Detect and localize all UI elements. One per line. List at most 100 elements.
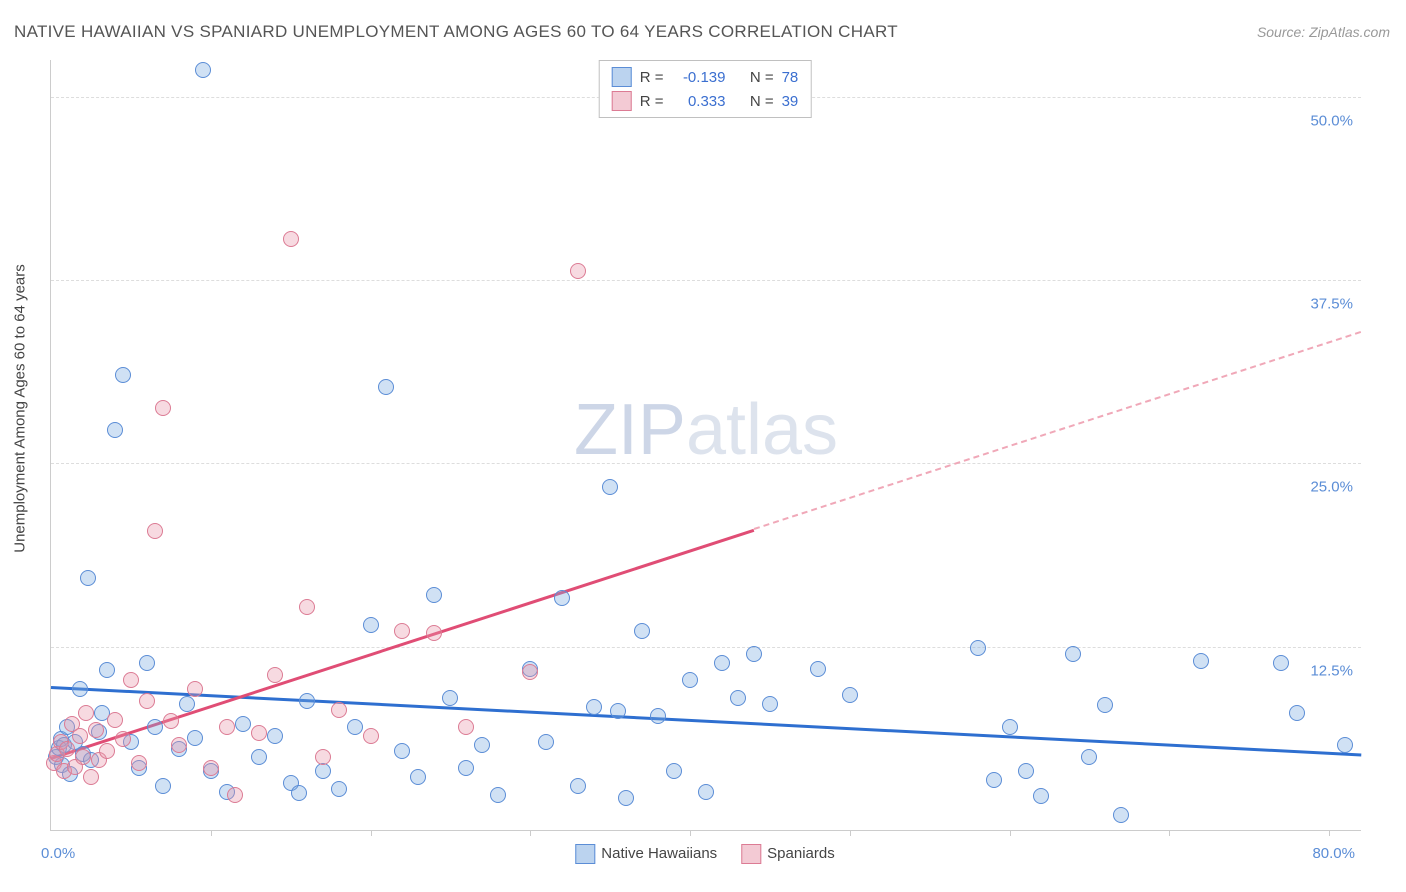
data-point [522, 664, 538, 680]
plot-region: ZIPatlas 12.5%25.0%37.5%50.0%0.0%80.0% [50, 60, 1361, 831]
data-point [139, 655, 155, 671]
data-point [83, 769, 99, 785]
legend-series: Native Hawaiians Spaniards [575, 844, 834, 864]
trend-line-pink-dash [754, 331, 1362, 530]
data-point [179, 696, 195, 712]
data-point [283, 231, 299, 247]
data-point [219, 719, 235, 735]
data-point [394, 623, 410, 639]
watermark-atlas: atlas [686, 389, 838, 471]
legend-r-value: -0.139 [671, 69, 725, 86]
legend-row: R = 0.333 N = 39 [612, 89, 799, 113]
legend-row: R =-0.139 N = 78 [612, 65, 799, 89]
data-point [474, 737, 490, 753]
legend-swatch [612, 91, 632, 111]
x-tick [371, 830, 372, 836]
x-tick [1169, 830, 1170, 836]
data-point [650, 708, 666, 724]
data-point [394, 743, 410, 759]
data-point [78, 705, 94, 721]
data-point [410, 769, 426, 785]
data-point [746, 646, 762, 662]
data-point [107, 712, 123, 728]
data-point [986, 772, 1002, 788]
data-point [730, 690, 746, 706]
data-point [634, 623, 650, 639]
data-point [235, 716, 251, 732]
data-point [131, 755, 147, 771]
data-point [698, 784, 714, 800]
y-tick-label: 37.5% [1310, 296, 1353, 313]
data-point [115, 367, 131, 383]
data-point [714, 655, 730, 671]
legend-n-label: N = [750, 69, 774, 86]
data-point [72, 681, 88, 697]
legend-item: Spaniards [741, 844, 835, 864]
data-point [1113, 807, 1129, 823]
x-tick [850, 830, 851, 836]
source-label: Source: ZipAtlas.com [1257, 24, 1390, 40]
data-point [163, 713, 179, 729]
legend-label: Spaniards [767, 845, 835, 862]
data-point [203, 760, 219, 776]
data-point [1081, 749, 1097, 765]
legend-n-value: 39 [782, 93, 799, 110]
legend-item: Native Hawaiians [575, 844, 717, 864]
data-point [315, 763, 331, 779]
data-point [363, 617, 379, 633]
legend-label: Native Hawaiians [601, 845, 717, 862]
data-point [99, 662, 115, 678]
legend-swatch [612, 67, 632, 87]
data-point [1193, 653, 1209, 669]
data-point [1273, 655, 1289, 671]
data-point [75, 749, 91, 765]
data-point [554, 590, 570, 606]
x-tick [1010, 830, 1011, 836]
data-point [682, 672, 698, 688]
x-max-label: 80.0% [1312, 845, 1355, 862]
data-point [538, 734, 554, 750]
y-tick-label: 12.5% [1310, 662, 1353, 679]
data-point [187, 681, 203, 697]
data-point [363, 728, 379, 744]
data-point [1337, 737, 1353, 753]
data-point [1289, 705, 1305, 721]
x-tick [530, 830, 531, 836]
data-point [195, 62, 211, 78]
data-point [1018, 763, 1034, 779]
data-point [842, 687, 858, 703]
legend-r-label: R = [640, 93, 664, 110]
gridline [51, 647, 1361, 648]
y-axis-label: Unemployment Among Ages 60 to 64 years [12, 264, 29, 553]
watermark-zip: ZIP [574, 389, 686, 471]
data-point [970, 640, 986, 656]
data-point [570, 778, 586, 794]
data-point [155, 400, 171, 416]
data-point [88, 722, 104, 738]
gridline [51, 463, 1361, 464]
legend-n-label: N = [750, 93, 774, 110]
data-point [115, 731, 131, 747]
data-point [666, 763, 682, 779]
legend-r-label: R = [640, 69, 664, 86]
data-point [147, 523, 163, 539]
x-tick [690, 830, 691, 836]
data-point [139, 693, 155, 709]
chart-title: NATIVE HAWAIIAN VS SPANIARD UNEMPLOYMENT… [14, 22, 898, 42]
legend-r-value: 0.333 [671, 93, 725, 110]
data-point [378, 379, 394, 395]
data-point [251, 725, 267, 741]
data-point [171, 737, 187, 753]
data-point [72, 728, 88, 744]
data-point [155, 778, 171, 794]
data-point [1033, 788, 1049, 804]
legend-correlation: R =-0.139 N = 78R =0.333 N = 39 [599, 60, 812, 118]
data-point [123, 672, 139, 688]
data-point [762, 696, 778, 712]
legend-swatch [575, 844, 595, 864]
data-point [570, 263, 586, 279]
data-point [187, 730, 203, 746]
data-point [331, 781, 347, 797]
y-tick-label: 25.0% [1310, 479, 1353, 496]
gridline [51, 280, 1361, 281]
